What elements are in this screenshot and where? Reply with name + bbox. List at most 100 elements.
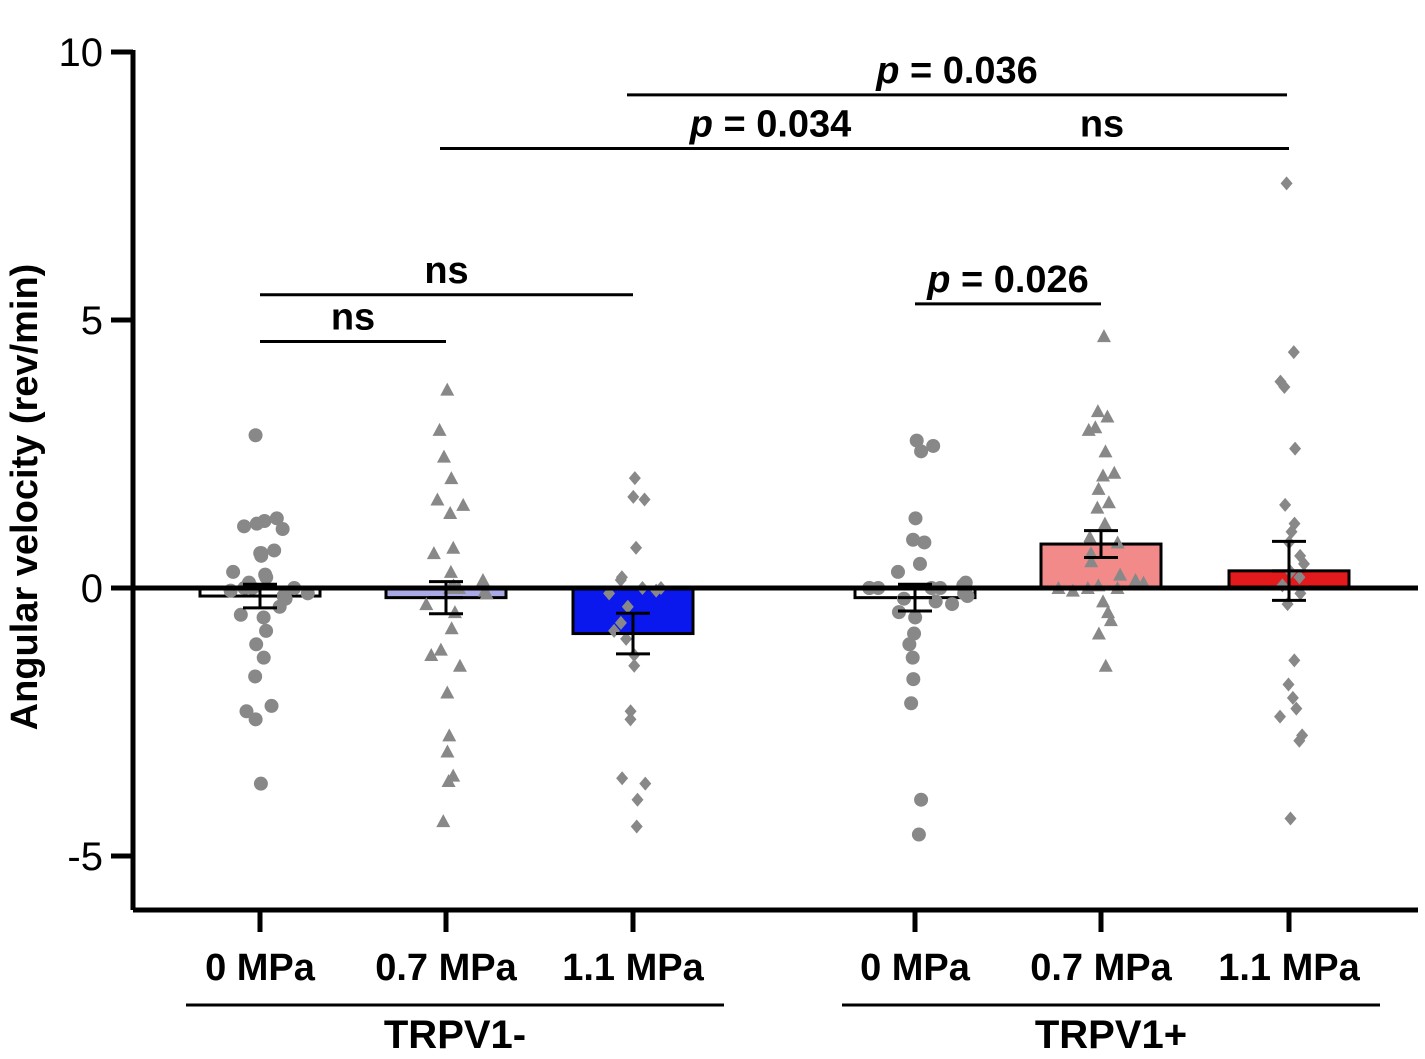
data-point-trpv1-pos-1.1-mpa bbox=[1279, 497, 1292, 512]
data-point-trpv1-pos-0.7-mpa bbox=[1090, 500, 1105, 514]
x-tick-label-trpv1-pos-0-mpa: 0 MPa bbox=[860, 947, 971, 989]
data-point-trpv1-pos-0-mpa bbox=[911, 827, 926, 842]
data-point-trpv1-pos-1.1-mpa bbox=[1280, 176, 1293, 191]
points-layer bbox=[223, 176, 1310, 842]
data-point-trpv1-pos-0-mpa bbox=[890, 564, 905, 579]
p-symbol: p bbox=[875, 50, 899, 92]
data-point-trpv1-pos-0.7-mpa bbox=[1083, 546, 1098, 560]
y-tick-label: 10 bbox=[59, 31, 104, 75]
data-point-trpv1-neg-0-mpa bbox=[254, 548, 269, 563]
data-point-trpv1-neg-0.7-mpa bbox=[432, 422, 447, 436]
data-point-trpv1-neg-0-mpa bbox=[226, 564, 241, 579]
significance-label: ns bbox=[331, 296, 375, 338]
data-point-trpv1-neg-0.7-mpa bbox=[440, 382, 455, 396]
data-point-trpv1-pos-0.7-mpa bbox=[1090, 404, 1105, 418]
data-point-trpv1-pos-0-mpa bbox=[907, 626, 922, 641]
significance-label: p = 0.026 bbox=[926, 259, 1089, 301]
data-point-trpv1-neg-0.7-mpa bbox=[441, 773, 456, 787]
data-point-trpv1-neg-0.7-mpa bbox=[424, 648, 439, 661]
data-point-trpv1-neg-1.1-mpa bbox=[624, 712, 637, 727]
data-point-trpv1-neg-0.7-mpa bbox=[479, 586, 494, 600]
data-point-trpv1-pos-0.7-mpa bbox=[1096, 468, 1111, 482]
data-point-trpv1-pos-0-mpa bbox=[902, 637, 917, 652]
data-point-trpv1-pos-0.7-mpa bbox=[1081, 422, 1096, 436]
data-point-trpv1-pos-0.7-mpa bbox=[1098, 444, 1113, 458]
y-tick-label: 0 bbox=[81, 567, 103, 611]
data-point-trpv1-pos-1.1-mpa bbox=[1289, 441, 1302, 456]
data-point-trpv1-pos-0.7-mpa bbox=[1091, 626, 1106, 640]
data-point-trpv1-pos-0.7-mpa bbox=[1096, 594, 1111, 608]
data-point-trpv1-neg-1.1-mpa bbox=[614, 615, 627, 630]
axes-layer: 10 5 0 -5 0 MPa 0.7 MPa 1.1 MPa 0 MPa 0.7 MPa 1.1… bbox=[4, 31, 1418, 1057]
data-point-trpv1-pos-0.7-mpa bbox=[1084, 554, 1099, 568]
data-point-trpv1-neg-0-mpa bbox=[237, 519, 252, 534]
data-point-trpv1-neg-0-mpa bbox=[267, 543, 282, 558]
data-point-trpv1-pos-1.1-mpa bbox=[1282, 677, 1295, 692]
data-point-trpv1-neg-0-mpa bbox=[248, 669, 263, 684]
data-point-trpv1-neg-0.7-mpa bbox=[443, 564, 458, 578]
data-point-trpv1-neg-0.7-mpa bbox=[443, 505, 458, 519]
y-tick-label: 5 bbox=[81, 299, 103, 343]
y-tick-label: -5 bbox=[67, 835, 103, 879]
data-point-trpv1-neg-0.7-mpa bbox=[456, 497, 471, 511]
data-point-trpv1-neg-0-mpa bbox=[249, 637, 264, 652]
data-point-trpv1-pos-1.1-mpa bbox=[1297, 556, 1310, 571]
data-point-trpv1-pos-0.7-mpa bbox=[1097, 516, 1112, 530]
data-point-trpv1-neg-0.7-mpa bbox=[440, 685, 455, 699]
data-point-trpv1-neg-1.1-mpa bbox=[631, 792, 644, 807]
data-point-trpv1-neg-1.1-mpa bbox=[630, 819, 643, 834]
data-point-trpv1-neg-0-mpa bbox=[239, 704, 254, 719]
data-point-trpv1-pos-1.1-mpa bbox=[1287, 345, 1300, 360]
data-point-trpv1-neg-0-mpa bbox=[259, 570, 274, 585]
data-point-trpv1-neg-1.1-mpa bbox=[639, 776, 652, 791]
data-point-trpv1-neg-0-mpa bbox=[272, 599, 287, 614]
data-point-trpv1-pos-0-mpa bbox=[960, 589, 975, 604]
data-point-trpv1-neg-0.7-mpa bbox=[440, 744, 455, 758]
data-point-trpv1-neg-0-mpa bbox=[269, 511, 284, 526]
data-point-trpv1-neg-0-mpa bbox=[275, 522, 290, 537]
data-point-trpv1-pos-0-mpa bbox=[926, 438, 941, 453]
data-point-trpv1-pos-1.1-mpa bbox=[1288, 653, 1301, 668]
data-point-trpv1-pos-1.1-mpa bbox=[1286, 690, 1299, 705]
data-point-trpv1-pos-1.1-mpa bbox=[1293, 570, 1306, 585]
data-point-trpv1-neg-1.1-mpa bbox=[614, 572, 627, 587]
data-point-trpv1-neg-0-mpa bbox=[264, 698, 279, 713]
data-point-trpv1-pos-0.7-mpa bbox=[1136, 575, 1151, 589]
data-point-trpv1-neg-0.7-mpa bbox=[444, 471, 459, 485]
data-point-trpv1-neg-0.7-mpa bbox=[444, 621, 459, 635]
data-point-trpv1-neg-0-mpa bbox=[256, 610, 271, 625]
x-tick-label-trpv1-neg-0.7-mpa: 0.7 MPa bbox=[375, 947, 517, 989]
data-point-trpv1-pos-0-mpa bbox=[906, 532, 921, 547]
data-point-trpv1-pos-0.7-mpa bbox=[1128, 572, 1143, 586]
p-symbol: p bbox=[689, 103, 713, 145]
significance-label: p = 0.034 bbox=[689, 103, 852, 145]
data-point-trpv1-pos-1.1-mpa bbox=[1290, 701, 1303, 716]
data-point-trpv1-pos-0-mpa bbox=[912, 556, 927, 571]
data-point-trpv1-neg-0.7-mpa bbox=[419, 597, 434, 611]
data-point-trpv1-neg-0-mpa bbox=[248, 712, 263, 727]
data-point-trpv1-pos-1.1-mpa bbox=[1278, 380, 1291, 394]
data-point-trpv1-neg-1.1-mpa bbox=[628, 471, 641, 486]
data-point-trpv1-pos-0-mpa bbox=[905, 650, 920, 665]
data-point-trpv1-neg-0-mpa bbox=[249, 516, 264, 531]
p-symbol: p bbox=[926, 259, 950, 301]
data-point-trpv1-neg-0.7-mpa bbox=[447, 605, 462, 619]
data-point-trpv1-neg-0.7-mpa bbox=[446, 540, 461, 554]
data-point-trpv1-pos-0.7-mpa bbox=[1091, 481, 1106, 495]
group-label-trpv1-neg: TRPV1- bbox=[384, 1013, 526, 1054]
data-point-trpv1-pos-0-mpa bbox=[928, 594, 943, 609]
error-bars-layer bbox=[243, 529, 1306, 656]
data-point-trpv1-neg-0.7-mpa bbox=[433, 642, 448, 656]
p-value: = 0.036 bbox=[899, 50, 1037, 92]
data-point-trpv1-neg-1.1-mpa bbox=[638, 492, 651, 507]
data-point-trpv1-pos-0.7-mpa bbox=[1107, 465, 1122, 479]
data-point-trpv1-neg-0-mpa bbox=[259, 623, 274, 638]
data-point-trpv1-neg-1.1-mpa bbox=[620, 631, 633, 646]
x-tick-label-trpv1-neg-0-mpa: 0 MPa bbox=[205, 947, 316, 989]
data-point-trpv1-neg-0.7-mpa bbox=[475, 572, 490, 586]
data-point-trpv1-neg-0.7-mpa bbox=[436, 449, 451, 463]
data-point-trpv1-neg-0.7-mpa bbox=[452, 658, 467, 672]
data-point-trpv1-neg-0.7-mpa bbox=[436, 814, 451, 828]
